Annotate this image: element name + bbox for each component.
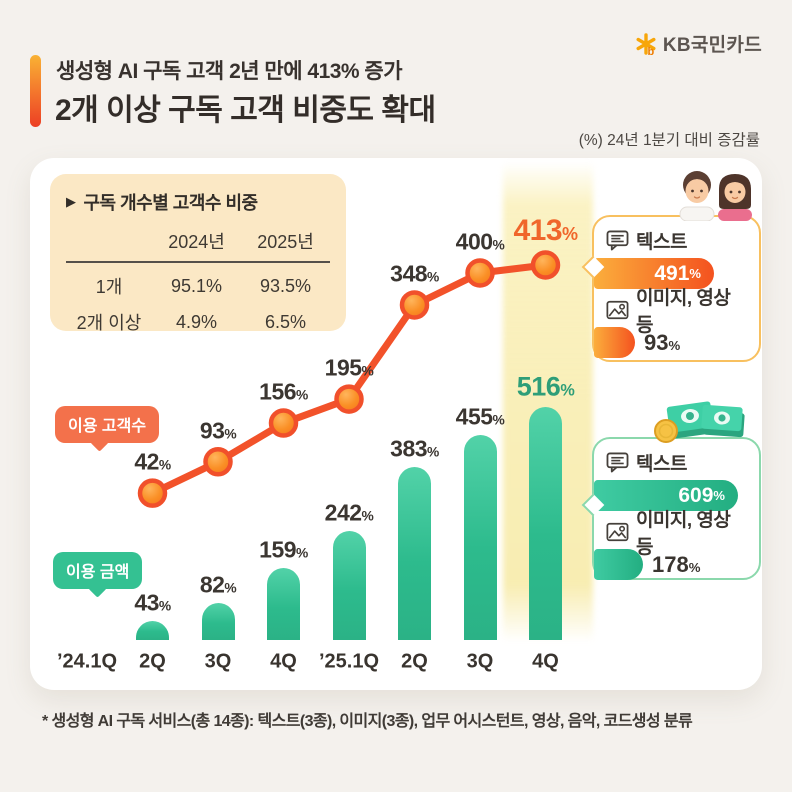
bar-value-label: 455% (455, 403, 505, 430)
value-pill-text: 609% (594, 480, 738, 511)
callout-small-value-row: 93% (594, 327, 747, 358)
bar-value-label: 43% (134, 589, 171, 616)
subscription-share-table: ▶ 구독 개수별 고객수 비중 2024년 2025년 1개 95.1% 93.… (50, 174, 346, 333)
line-value-label: 195% (324, 354, 374, 381)
money-icon (654, 401, 745, 443)
bar-’25.1Q (332, 530, 366, 640)
callout-amount: 텍스트 609% 이미지, 영상 등 178% (581, 437, 761, 580)
row-label: 2개 이상 (76, 313, 142, 333)
x-axis-label: 3Q (466, 650, 494, 673)
cell-2024: 95.1% (152, 261, 241, 304)
bar-4Q (267, 568, 300, 640)
value-pill-text: 491% (594, 258, 714, 289)
text-chat-icon (606, 230, 629, 250)
col-header-2024: 2024년 (168, 232, 225, 252)
cell-2024: 4.9% (175, 311, 218, 332)
line-value-label: 413% (513, 214, 578, 247)
cell-2025: 6.5% (264, 311, 307, 332)
image-icon (606, 300, 629, 320)
col-header-2025: 2025년 (257, 232, 314, 252)
line-value-label: 156% (259, 378, 308, 405)
text-chat-icon (606, 452, 629, 472)
table-row: 2개 이상 4.9% 6.5% (66, 304, 330, 340)
people-icon (679, 171, 752, 221)
title-accent-bar (30, 55, 41, 127)
bar-2Q (136, 620, 169, 640)
bar-4Q (529, 407, 562, 640)
line-value-label: 400% (455, 228, 505, 255)
line-value-label: 348% (390, 260, 439, 287)
bar-value-label: 242% (324, 499, 374, 526)
baseline-note: (%) 24년 1분기 대비 증감률 (578, 132, 760, 149)
row-label: 1개 (66, 261, 152, 304)
bar-value-label: 159% (259, 536, 308, 563)
callout-label: 이미지, 영상 등 (635, 510, 731, 558)
kb-star-icon: b (636, 32, 656, 56)
line-value-label: 42% (134, 448, 171, 475)
line-value-label: 93% (199, 417, 237, 444)
footnote: * 생성형 AI 구독 서비스(총 14종): 텍스트(3종), 이미지(3종)… (42, 713, 693, 730)
table-row: 1개 95.1% 93.5% (66, 261, 330, 304)
callout-row-image: 이미지, 영상 등 (606, 510, 747, 558)
legend-bubble-customers: 이용 고객수 (55, 406, 160, 443)
svg-text:b: b (647, 46, 654, 56)
cell-2025: 93.5% (241, 261, 330, 304)
callout-label: 텍스트 (636, 453, 687, 475)
table-title: ▶ 구독 개수별 고객수 비중 (66, 193, 258, 213)
triangle-icon: ▶ (66, 194, 76, 209)
callout-label: 텍스트 (636, 231, 687, 253)
page-subtitle: 생성형 AI 구독 고객 2년 만에 413% 증가 (56, 60, 403, 83)
bar-value-label: 383% (390, 435, 439, 462)
x-axis-label: 4Q (270, 650, 297, 673)
bar-value-label: 82% (199, 571, 237, 598)
bar-2Q (398, 467, 431, 640)
x-axis-label: 2Q (401, 650, 428, 673)
data-table: 2024년 2025년 1개 95.1% 93.5% 2개 이상 4.9% 6.… (66, 223, 330, 340)
bar-3Q (463, 434, 497, 640)
callout-small-value-row: 178% (594, 549, 747, 580)
bar-3Q (201, 602, 235, 640)
brand-logo: b KB국민카드 (634, 30, 762, 57)
value-pill-image (594, 549, 643, 580)
x-axis-label: ’24.1Q (56, 650, 118, 673)
callout-customers: 텍스트 491% 이미지, 영상 등 93% (581, 215, 761, 362)
image-icon (606, 522, 629, 542)
brand-name: KB국민카드 (662, 35, 762, 56)
callout-row-image: 이미지, 영상 등 (606, 288, 747, 336)
value-pill-image (594, 327, 635, 358)
x-axis-label: 2Q (139, 650, 166, 673)
x-axis-label: ’25.1Q (318, 650, 380, 673)
x-axis-label: 3Q (204, 650, 232, 673)
callout-label: 이미지, 영상 등 (635, 288, 731, 336)
page-title: 2개 이상 구독 고객 비중도 확대 (55, 94, 436, 127)
legend-bubble-amount: 이용 금액 (53, 552, 143, 589)
x-axis-label: 4Q (532, 650, 559, 673)
callout-row-text: 텍스트 (606, 227, 747, 253)
callout-row-text: 텍스트 (606, 449, 747, 475)
bar-value-label: 516% (516, 371, 575, 402)
